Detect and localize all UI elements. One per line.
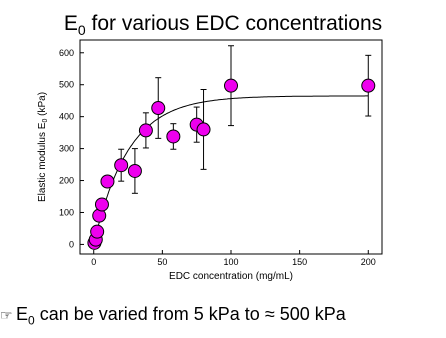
caption-note: ☞ E0 can be varied from 5 kPa to ≈ 500 kP…	[0, 304, 346, 328]
data-point	[94, 197, 109, 212]
data-point	[138, 123, 153, 138]
title-subscript: 0	[77, 22, 86, 39]
data-point	[224, 78, 238, 93]
caption-part1: E	[16, 304, 29, 324]
pointing-hand-icon: ☞	[0, 307, 13, 323]
y-tick-label: 400	[59, 112, 74, 122]
x-tick-label: 50	[157, 257, 167, 267]
data-point	[166, 129, 181, 144]
y-axis-title: Elastic modulus E0 (kPa)	[37, 92, 49, 202]
data-point	[127, 163, 142, 178]
data-point	[151, 101, 166, 116]
x-tick-label: 0	[91, 257, 96, 267]
y-tick-label: 500	[59, 80, 74, 90]
data-point	[100, 174, 115, 189]
error-bars-group	[104, 45, 372, 194]
chart-plot: 0 50 100 150 200 0 100 200 300 400 500 600 EDC conce…	[37, 39, 383, 282]
x-tick-label: 200	[361, 257, 376, 267]
data-points-group	[87, 78, 376, 250]
chart-axes: 0 50 100 150 200 0 100 200 300 400 500 600 EDC conce…	[37, 39, 383, 282]
data-point	[90, 224, 105, 239]
y-tick-label: 200	[59, 176, 74, 186]
title-rest: for various EDC concentrations	[85, 12, 383, 35]
title-main: E	[63, 12, 78, 35]
x-tick-label: 100	[223, 257, 238, 267]
y-tick-label: 600	[59, 48, 74, 58]
y-tick-label: 0	[69, 239, 74, 249]
x-tick-label: 150	[292, 257, 307, 267]
x-axis-title: EDC concentration (mg/mL)	[169, 271, 293, 282]
caption-subscript: 0	[28, 313, 35, 328]
chart-title: E0 for various EDC concentrations	[0, 12, 446, 38]
data-point	[114, 158, 129, 173]
y-tick-label: 300	[59, 144, 74, 154]
caption-part2: can be varied from 5 kPa to ≈ 500 kPa	[34, 304, 346, 324]
y-tick-label: 100	[59, 207, 74, 217]
data-point	[196, 122, 211, 137]
data-point	[361, 78, 376, 93]
